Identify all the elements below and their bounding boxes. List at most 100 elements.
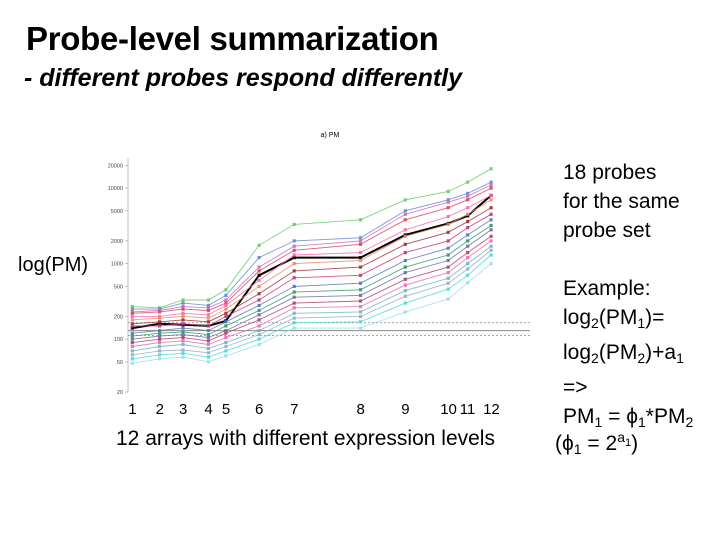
series-line <box>132 235 492 344</box>
data-point <box>224 320 228 324</box>
x-tick-label: 11 <box>459 401 476 418</box>
y-tick-label: 20000 <box>108 163 123 169</box>
x-tick-label: 4 <box>204 401 213 418</box>
data-point <box>181 314 185 318</box>
data-point <box>489 183 493 187</box>
y-tick-label: 200 <box>114 314 123 320</box>
data-point <box>292 276 296 280</box>
data-point <box>403 234 407 238</box>
series-line <box>132 207 492 325</box>
series-line <box>132 249 492 356</box>
data-point <box>489 206 493 210</box>
data-point <box>446 258 450 263</box>
data-point <box>446 287 450 291</box>
series-line <box>132 225 492 337</box>
data-point <box>466 273 470 277</box>
data-point <box>403 198 407 202</box>
data-point <box>206 320 210 324</box>
data-point <box>257 243 261 247</box>
data-point <box>130 322 134 326</box>
data-point <box>466 212 470 216</box>
data-point <box>446 198 450 202</box>
data-point <box>130 324 134 328</box>
data-point <box>130 344 134 349</box>
data-point <box>158 310 162 314</box>
series-line <box>132 181 492 310</box>
data-point <box>206 308 210 313</box>
data-point <box>257 273 261 277</box>
x-tick-label: 1 <box>128 401 137 418</box>
data-point <box>292 301 296 305</box>
data-point <box>206 313 210 317</box>
side-note-line: probe set <box>563 219 651 242</box>
data-point <box>292 256 296 260</box>
series-line <box>132 187 492 314</box>
chart-title: a) PM <box>321 132 340 139</box>
data-point <box>257 324 261 328</box>
data-point <box>358 281 363 285</box>
data-point <box>292 248 296 252</box>
data-point <box>358 242 363 246</box>
data-point <box>292 262 296 266</box>
data-point <box>158 344 162 349</box>
series-lines <box>132 168 492 364</box>
data-point <box>403 258 407 263</box>
data-point <box>257 318 261 322</box>
series-line <box>132 254 492 360</box>
data-point <box>181 305 185 309</box>
data-point <box>292 326 296 330</box>
series-line <box>132 195 492 317</box>
data-point <box>181 322 185 326</box>
data-point <box>257 292 261 296</box>
data-point <box>446 200 450 204</box>
data-point <box>224 293 228 297</box>
series-line <box>132 240 492 347</box>
series-line <box>132 184 492 313</box>
series-line <box>132 199 492 321</box>
data-point <box>158 331 162 335</box>
y-tick-label: 50 <box>117 360 123 366</box>
data-point <box>358 293 363 297</box>
data-point <box>466 180 470 184</box>
data-point <box>224 331 228 335</box>
data-point <box>224 314 228 318</box>
data-point <box>181 311 185 315</box>
data-point <box>466 239 470 243</box>
data-point <box>489 223 493 228</box>
data-point <box>130 357 134 361</box>
data-point <box>292 239 296 243</box>
data-point <box>358 236 363 240</box>
data-point <box>358 265 363 269</box>
probe-intensity-chart: a) PM 20 50 100 200 500 1000 2000 5000 10000 2000… <box>108 132 530 396</box>
data-point <box>224 303 228 307</box>
data-point <box>158 329 162 333</box>
data-point <box>158 316 162 320</box>
example-line: PM1 = ϕ1*PM2 <box>563 405 694 430</box>
data-point <box>489 228 493 232</box>
series-line <box>132 194 492 330</box>
data-point <box>292 244 296 248</box>
data-point <box>358 258 363 263</box>
series-line <box>132 245 492 352</box>
example-line: Example: <box>563 277 651 300</box>
data-point <box>181 298 185 302</box>
data-point <box>466 267 470 271</box>
data-point <box>224 307 228 311</box>
series-line <box>132 213 492 327</box>
data-point <box>257 342 261 347</box>
data-point <box>358 310 363 314</box>
data-point <box>224 301 228 305</box>
x-tick-label: 12 <box>483 401 500 418</box>
data-point <box>130 314 134 318</box>
side-note-line: for the same <box>563 190 680 213</box>
data-point <box>358 305 363 309</box>
x-tick-label: 10 <box>440 401 457 418</box>
data-point <box>224 341 228 345</box>
data-point <box>292 222 296 226</box>
data-point <box>446 189 450 194</box>
data-point <box>224 288 228 292</box>
data-point <box>257 278 261 282</box>
data-point <box>489 186 493 190</box>
example-line: log2(PM2)+a1 <box>563 341 684 366</box>
data-point <box>181 336 185 340</box>
